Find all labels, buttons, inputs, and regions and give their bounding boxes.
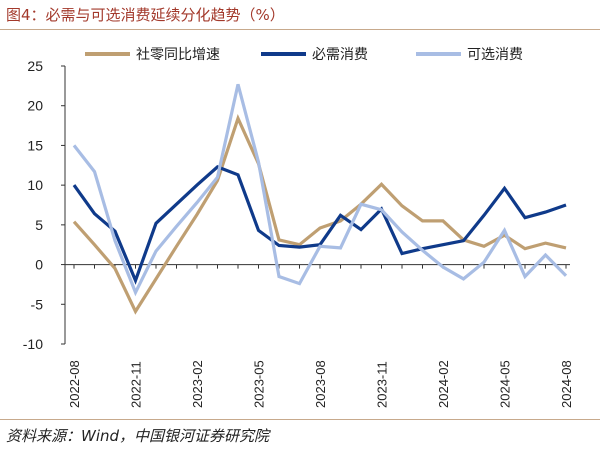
x-tick-label: 2024-05 <box>498 360 513 408</box>
x-tick-label: 2024-02 <box>436 360 451 408</box>
legend-label: 社零同比增速 <box>136 47 220 63</box>
legend-label: 必需消费 <box>312 47 368 63</box>
x-tick-label: 2022-08 <box>67 360 82 408</box>
x-tick-label: 2024-08 <box>559 360 574 408</box>
series-line-2 <box>72 165 567 285</box>
series-lines <box>72 83 568 315</box>
x-tick-label: 2023-02 <box>190 360 205 408</box>
x-tick-label: 2023-05 <box>252 360 267 408</box>
series-line-3 <box>72 83 568 297</box>
legend-label: 可选消费 <box>467 47 523 63</box>
figure-source: 资料来源：Wind，中国银河证券研究院 <box>6 427 270 445</box>
x-tick-label: 2022-11 <box>129 361 144 408</box>
source-divider <box>0 419 600 420</box>
y-tick-label: 0 <box>35 257 43 273</box>
y-tick-label: 5 <box>35 217 43 233</box>
series-line-1 <box>72 114 567 315</box>
x-tick-label: 2023-11 <box>375 361 390 408</box>
chart-legend: 社零同比增速 必需消费 可选消费 <box>85 47 523 63</box>
title-divider <box>0 29 600 30</box>
y-tick-label: 20 <box>27 98 43 114</box>
y-axis: 25 20 15 10 5 0 -5 -10 <box>23 58 66 352</box>
x-tick-label: 2023-08 <box>313 360 328 408</box>
y-tick-label: -5 <box>31 296 44 312</box>
x-axis: 2022-08 2022-11 2023-02 2023-05 2023-08 2023-… <box>65 264 574 408</box>
y-tick-label: -10 <box>23 336 43 352</box>
y-tick-label: 15 <box>27 137 43 153</box>
y-tick-label: 10 <box>27 177 43 193</box>
y-tick-label: 25 <box>27 58 43 74</box>
figure-title: 图4：必需与可选消费延续分化趋势（%） <box>6 6 285 24</box>
